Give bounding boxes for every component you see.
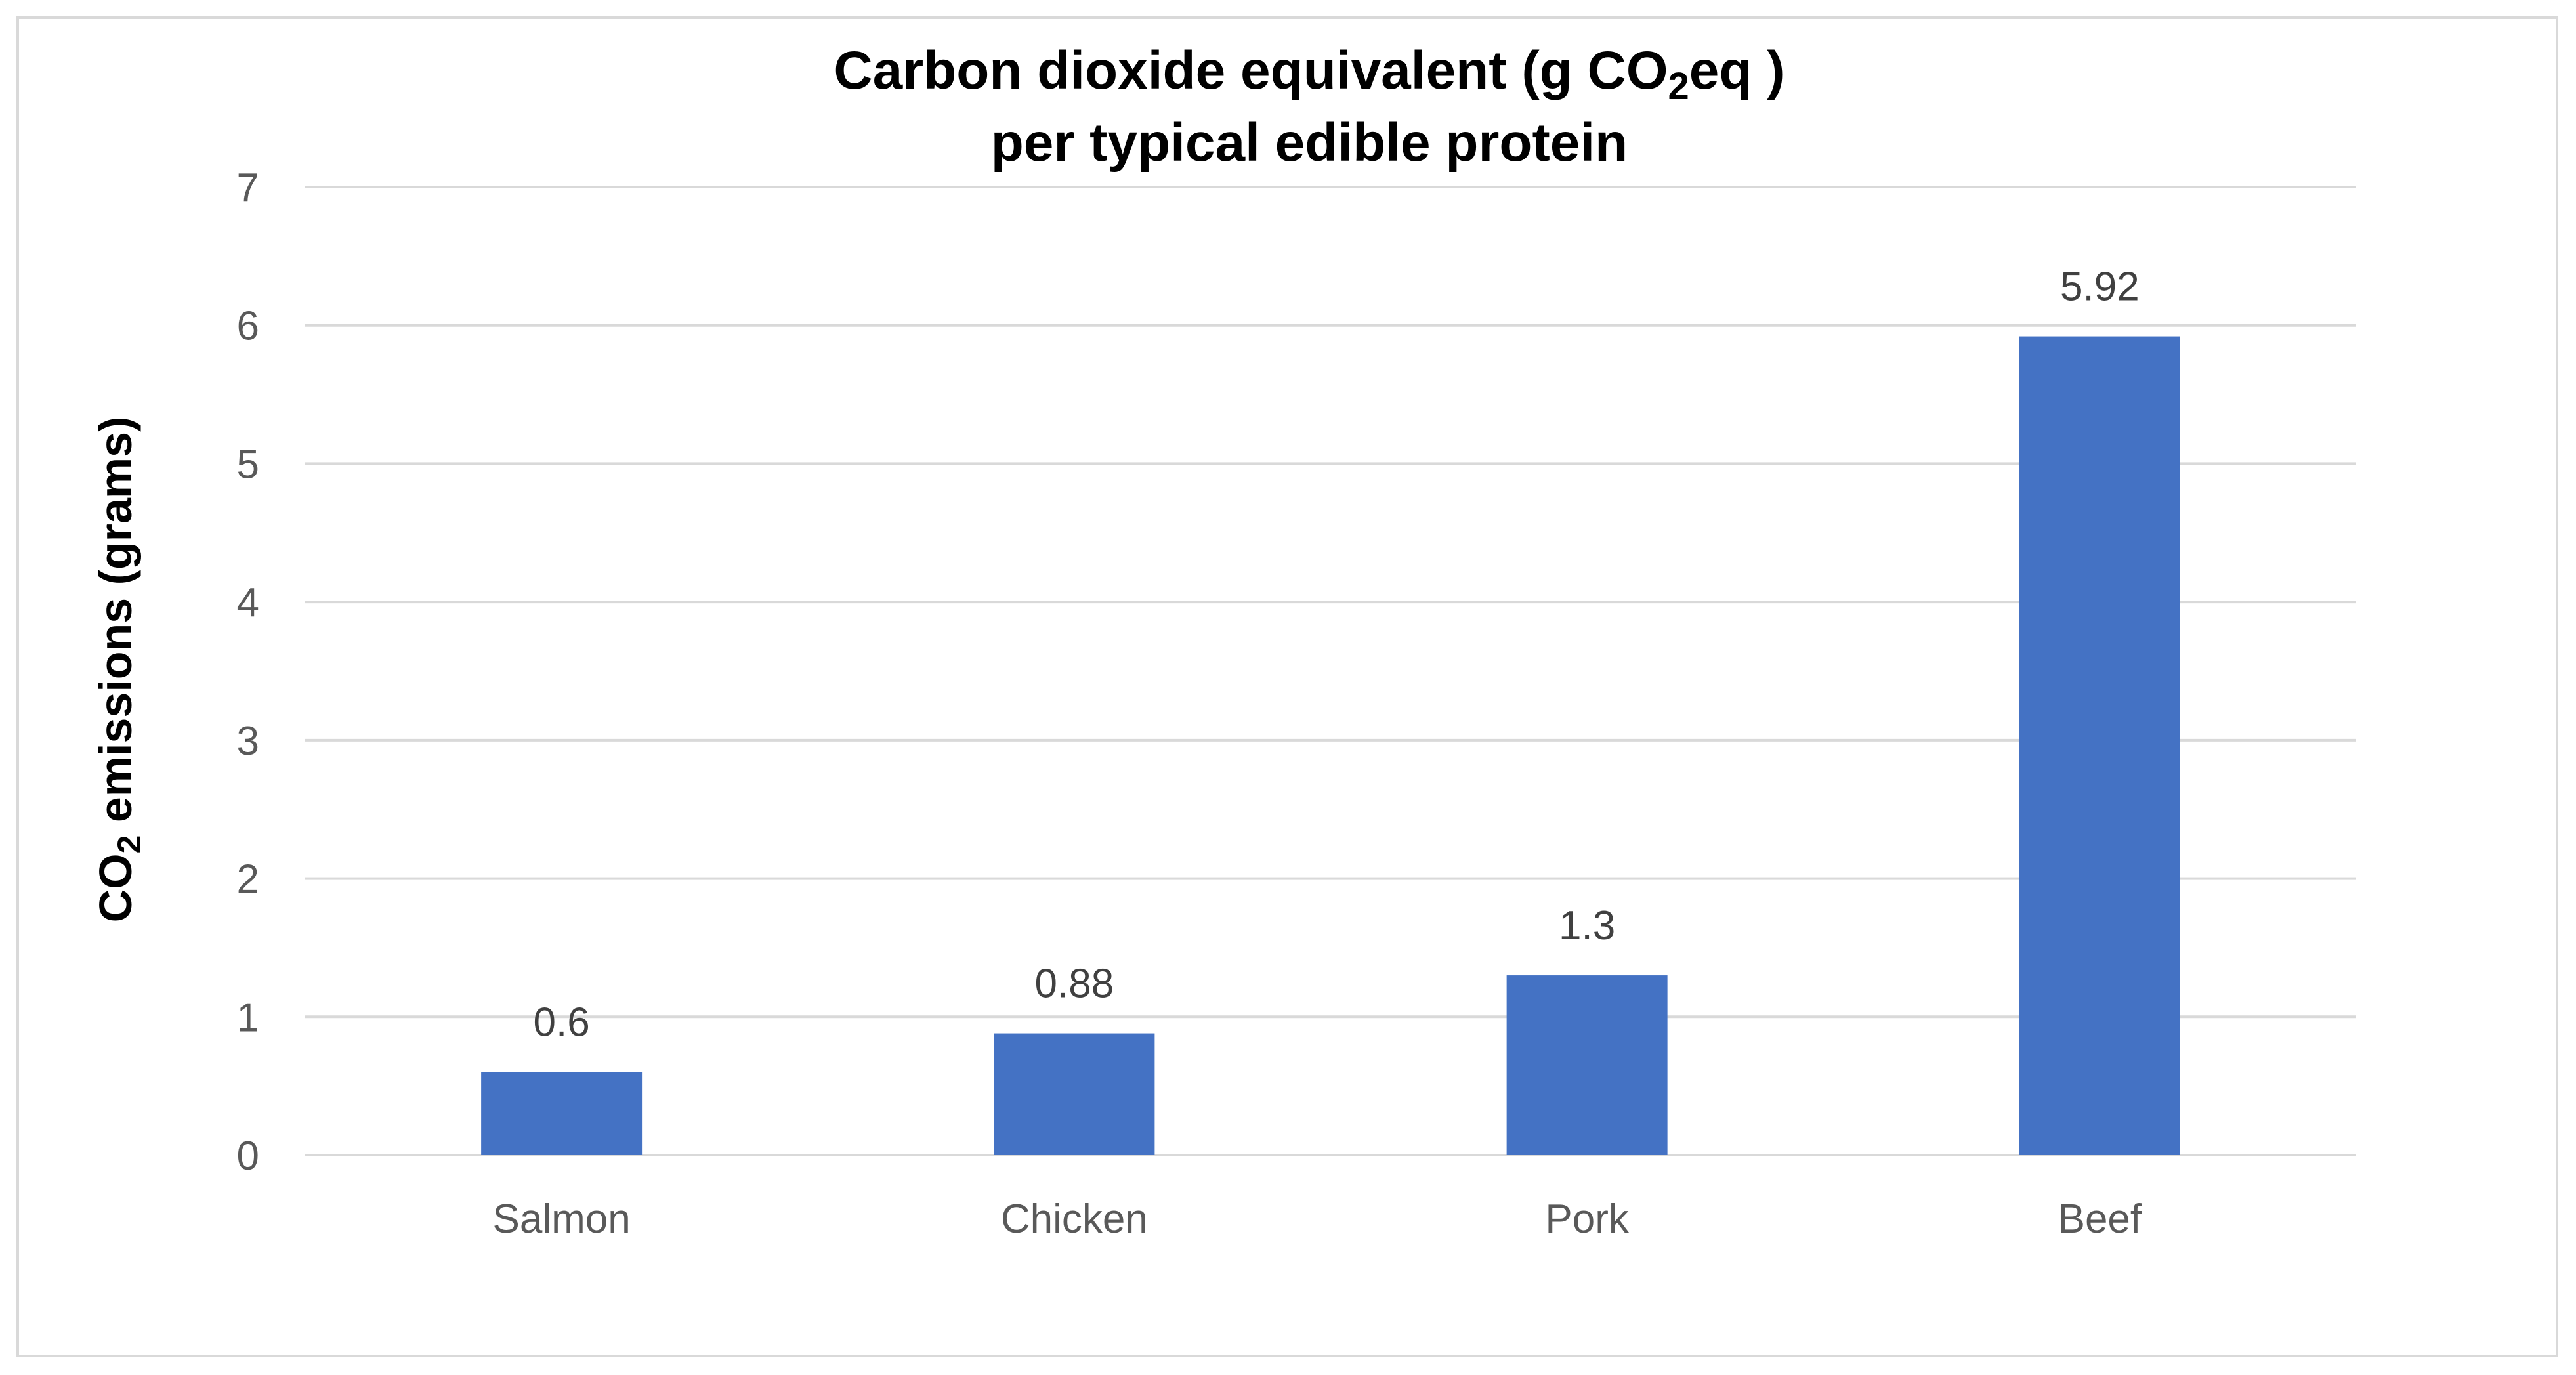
y-axis-ticks: 0 1 2 3 4 5 6 7 [237, 165, 259, 1179]
data-label-beef: 5.92 [2060, 264, 2140, 310]
bar-beef [2019, 336, 2180, 1155]
bar-pork [1506, 975, 1668, 1155]
bar-chicken [994, 1033, 1155, 1155]
y-tick-label: 4 [237, 580, 259, 625]
y-tick-label: 0 [237, 1133, 259, 1179]
y-tick-label: 3 [237, 719, 259, 764]
y-tick-label: 5 [237, 442, 259, 487]
bars [481, 336, 2180, 1155]
y-tick-label: 1 [237, 995, 259, 1040]
chart-title-line-2: per typical edible protein [991, 113, 1628, 173]
y-tick-label: 2 [237, 857, 259, 902]
category-label-beef: Beef [2058, 1196, 2142, 1242]
data-labels: 0.6 0.88 1.3 5.92 [534, 264, 2140, 1046]
data-label-salmon: 0.6 [534, 1000, 590, 1046]
data-label-pork: 1.3 [1559, 903, 1615, 948]
gridlines [305, 186, 2356, 1156]
bar-salmon [481, 1072, 643, 1155]
category-label-salmon: Salmon [493, 1196, 631, 1242]
chart-title-line-1: Carbon dioxide equivalent (g CO2eq ) [834, 41, 1784, 108]
y-axis-label: CO2 emissions (grams) [90, 417, 148, 923]
category-label-chicken: Chicken [1001, 1196, 1148, 1242]
y-tick-label: 7 [237, 165, 259, 211]
y-tick-label: 6 [237, 304, 259, 349]
x-axis-categories: Salmon Chicken Pork Beef [493, 1196, 2142, 1242]
category-label-pork: Pork [1545, 1196, 1629, 1242]
data-label-chicken: 0.88 [1035, 962, 1114, 1007]
